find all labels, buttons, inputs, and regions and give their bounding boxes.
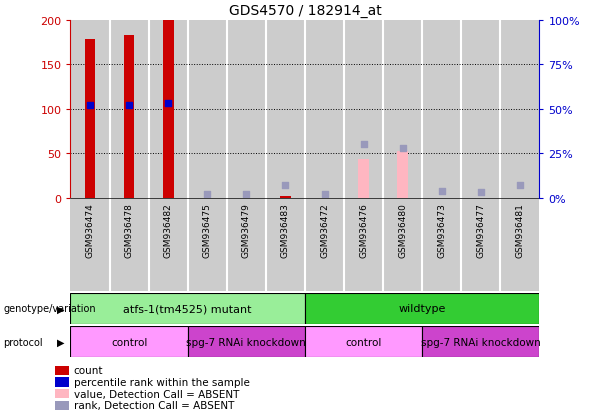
Bar [500, 198, 539, 291]
Point [85, 102, 95, 109]
Bar [305, 326, 422, 357]
Text: GSM936473: GSM936473 [437, 203, 446, 258]
Bar [305, 293, 539, 324]
Bar [70, 21, 110, 198]
Point [281, 183, 291, 189]
Point [398, 145, 408, 152]
Bar [282, 197, 289, 198]
Text: wildtype: wildtype [398, 304, 446, 314]
Point [242, 191, 251, 198]
Text: percentile rank within the sample: percentile rank within the sample [74, 377, 249, 387]
Text: rank, Detection Call = ABSENT: rank, Detection Call = ABSENT [74, 400, 234, 410]
Text: ▶: ▶ [57, 304, 64, 314]
Bar [462, 198, 500, 291]
Point [163, 101, 173, 107]
Bar [70, 326, 188, 357]
Point [202, 191, 212, 198]
Text: control: control [345, 337, 382, 347]
Bar [344, 198, 383, 291]
Bar [500, 21, 539, 198]
Bar [344, 21, 383, 198]
Bar [305, 21, 344, 198]
Point [515, 183, 525, 189]
Bar [110, 21, 149, 198]
Text: genotype/variation: genotype/variation [3, 304, 96, 314]
Text: GSM936472: GSM936472 [320, 203, 329, 257]
Point [359, 142, 368, 148]
Bar [110, 198, 149, 291]
Text: GSM936479: GSM936479 [242, 203, 251, 258]
Bar [85, 40, 96, 198]
Bar [358, 159, 369, 198]
Point [319, 191, 329, 198]
Bar [422, 326, 539, 357]
Text: GSM936476: GSM936476 [359, 203, 368, 258]
Bar [422, 21, 462, 198]
Title: GDS4570 / 182914_at: GDS4570 / 182914_at [229, 4, 381, 18]
Text: atfs-1(tm4525) mutant: atfs-1(tm4525) mutant [123, 304, 252, 314]
Bar [462, 21, 500, 198]
Bar [124, 36, 134, 198]
Bar [149, 21, 188, 198]
Bar [305, 198, 344, 291]
Bar [70, 293, 305, 324]
Text: spg-7 RNAi knockdown: spg-7 RNAi knockdown [421, 337, 541, 347]
Bar [70, 198, 110, 291]
Bar [188, 326, 305, 357]
Bar [397, 152, 408, 198]
Bar [188, 198, 227, 291]
Point [124, 102, 134, 109]
Bar [188, 21, 227, 198]
Bar [227, 198, 266, 291]
Bar [227, 21, 266, 198]
Text: GSM936483: GSM936483 [281, 203, 290, 258]
Text: value, Detection Call = ABSENT: value, Detection Call = ABSENT [74, 389, 239, 399]
Bar [149, 198, 188, 291]
Bar [422, 198, 462, 291]
Text: GSM936478: GSM936478 [124, 203, 134, 258]
Bar [383, 21, 422, 198]
Bar [383, 198, 422, 291]
Text: GSM936475: GSM936475 [203, 203, 211, 258]
Text: GSM936477: GSM936477 [476, 203, 485, 258]
Point [437, 188, 447, 195]
Point [476, 190, 485, 196]
Text: spg-7 RNAi knockdown: spg-7 RNAi knockdown [186, 337, 306, 347]
Text: GSM936480: GSM936480 [398, 203, 407, 258]
Bar [163, 21, 173, 198]
Bar [266, 198, 305, 291]
Text: GSM936482: GSM936482 [164, 203, 173, 257]
Text: GSM936474: GSM936474 [86, 203, 94, 257]
Bar [280, 197, 291, 198]
Text: ▶: ▶ [57, 337, 64, 347]
Bar [266, 21, 305, 198]
Text: count: count [74, 366, 103, 375]
Text: control: control [111, 337, 147, 347]
Text: protocol: protocol [3, 337, 43, 347]
Text: GSM936481: GSM936481 [516, 203, 524, 258]
